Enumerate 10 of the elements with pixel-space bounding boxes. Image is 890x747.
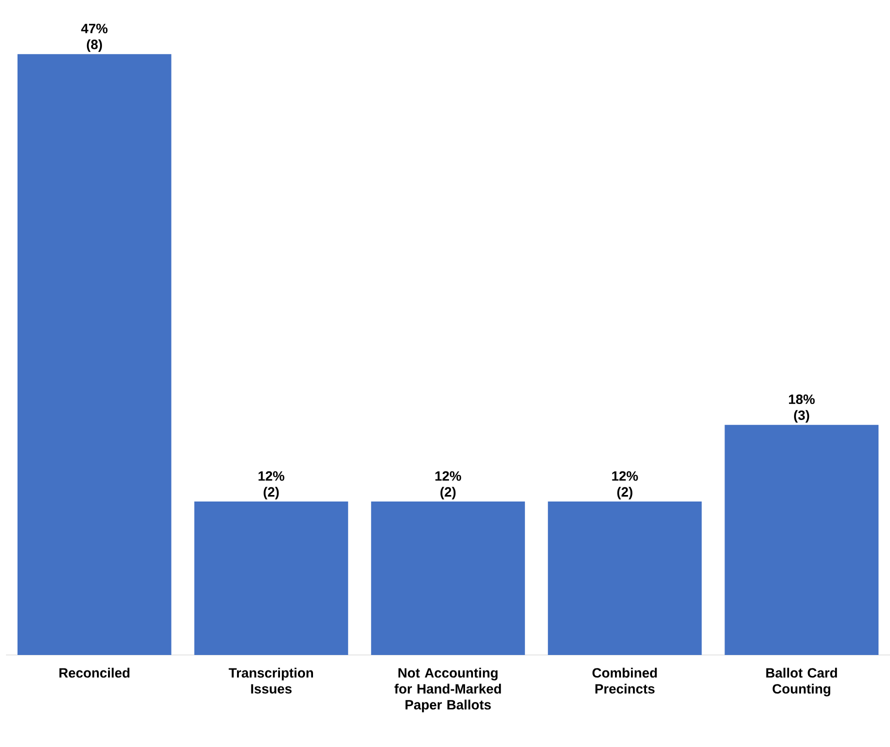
data-label: 12% (2)	[612, 471, 638, 500]
x-tick-label: Reconciled	[59, 668, 130, 678]
x-tick-label: Transcription Issues	[228, 668, 313, 694]
x-tick-label: Combined Precincts	[592, 668, 657, 694]
data-label: 18% (3)	[788, 394, 815, 423]
data-label: 12% (2)	[435, 471, 462, 500]
x-tick-label: Ballot Card Counting	[766, 668, 837, 696]
data-label: 47% (8)	[81, 24, 108, 52]
x-tick-label: Not Accounting for Hand-Marked Paper Ballots	[394, 668, 501, 712]
data-label: 12% (2)	[258, 471, 284, 500]
